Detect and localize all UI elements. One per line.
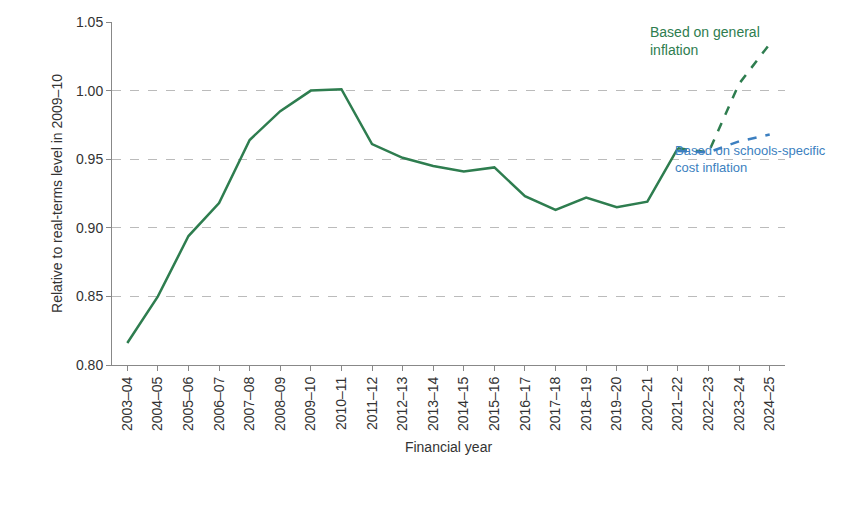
svg-text:2019–20: 2019–20 — [608, 376, 624, 431]
svg-text:2010–11: 2010–11 — [333, 376, 349, 430]
svg-text:2020–21: 2020–21 — [639, 376, 655, 431]
svg-text:2008–09: 2008–09 — [272, 376, 288, 431]
svg-text:2011–12: 2011–12 — [364, 376, 380, 430]
svg-text:2024–25: 2024–25 — [761, 376, 777, 431]
svg-text:0.90: 0.90 — [76, 220, 103, 236]
svg-text:2013–14: 2013–14 — [425, 376, 441, 431]
svg-text:2006–07: 2006–07 — [211, 376, 227, 431]
svg-text:2004–05: 2004–05 — [149, 376, 165, 431]
svg-text:2012–13: 2012–13 — [394, 376, 410, 431]
svg-text:2005–06: 2005–06 — [180, 376, 196, 431]
svg-text:2021–22: 2021–22 — [669, 376, 685, 431]
svg-text:2014–15: 2014–15 — [455, 376, 471, 431]
svg-text:Based on generalinflation: Based on generalinflation — [650, 24, 760, 58]
svg-text:0.85: 0.85 — [76, 288, 103, 304]
svg-text:2003–04: 2003–04 — [119, 376, 135, 431]
svg-text:2022–23: 2022–23 — [700, 376, 716, 431]
svg-text:Financial year: Financial year — [405, 439, 492, 455]
svg-text:Relative to real-terms level i: Relative to real-terms level in 2009–10 — [49, 74, 65, 313]
svg-text:2023–24: 2023–24 — [731, 376, 747, 431]
svg-text:0.95: 0.95 — [76, 151, 103, 167]
svg-text:2007–08: 2007–08 — [241, 376, 257, 431]
svg-text:2018–19: 2018–19 — [578, 376, 594, 431]
svg-text:2015–16: 2015–16 — [486, 376, 502, 431]
svg-text:1.00: 1.00 — [76, 83, 103, 99]
svg-text:Based on schools-specificcost: Based on schools-specificcost inflation — [675, 143, 826, 175]
svg-text:0.80: 0.80 — [76, 357, 103, 373]
svg-text:2016–17: 2016–17 — [517, 376, 533, 431]
svg-text:2009–10: 2009–10 — [302, 376, 318, 431]
svg-text:1.05: 1.05 — [76, 14, 103, 30]
svg-text:2017–18: 2017–18 — [547, 376, 563, 431]
